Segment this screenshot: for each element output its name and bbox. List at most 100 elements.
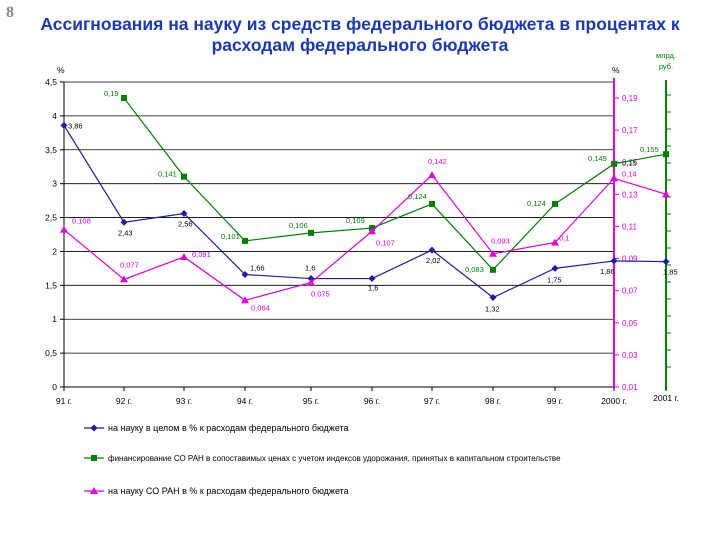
- legend-marker: [91, 455, 97, 461]
- series-point: [120, 275, 128, 283]
- right-axis-tick-label: 0,13: [622, 190, 638, 199]
- series-point: [490, 266, 496, 273]
- series-point: [611, 160, 617, 167]
- right-axis-tick-label: 0,09: [622, 255, 638, 264]
- series-point: [610, 257, 618, 265]
- chart-title-line1: Ассигнования на науку из средств федерал…: [40, 14, 680, 34]
- slide-number: 8: [6, 4, 14, 21]
- series-point: [308, 229, 314, 236]
- series-line: [63, 125, 667, 299]
- data-label: 1,6: [368, 284, 378, 293]
- data-label: 0,15: [622, 159, 637, 168]
- series-point: [429, 200, 435, 207]
- data-label: 1,85: [663, 268, 678, 277]
- data-label: 0,124: [408, 192, 427, 201]
- data-label: 0,093: [491, 237, 510, 246]
- data-label: 0,14: [622, 169, 637, 178]
- series-point: [307, 278, 315, 286]
- series-point: [489, 249, 497, 257]
- series-point: [241, 296, 249, 304]
- left-axis-tick-label: 4,5: [45, 77, 57, 87]
- right-axis-tick-label: 0,07: [622, 287, 638, 296]
- series-point: [610, 174, 618, 182]
- right-axis-2-unit-line1: млрд.: [656, 51, 676, 60]
- x-axis-tick-label: 93 г.: [176, 396, 192, 406]
- data-label: 0,108: [72, 217, 91, 226]
- series-point: [489, 294, 497, 302]
- data-label: 1,32: [485, 305, 500, 314]
- legend-label: на науку в целом в % к расходам федераль…: [108, 423, 349, 433]
- x-axis-tick-label: 91 г.: [56, 396, 72, 406]
- data-label: 0,107: [376, 238, 395, 247]
- left-axis-tick-label: 1: [52, 314, 57, 324]
- right-axis-tick-label: 0,15: [622, 158, 638, 167]
- right-axis-tick-label: 0,17: [622, 126, 638, 135]
- series-point: [181, 173, 187, 180]
- left-axis-tick-label: 4: [52, 111, 57, 121]
- left-axis-tick-label: 2: [52, 246, 57, 256]
- x-axis-tick-label: 2000 г.: [601, 396, 627, 406]
- data-label: 0,064: [251, 303, 270, 312]
- legend-marker: [90, 487, 98, 494]
- data-label: 0,155: [640, 145, 659, 154]
- series-point: [180, 209, 188, 217]
- data-label: 2,43: [118, 228, 133, 237]
- left-axis-tick-label: 2,5: [45, 213, 57, 223]
- data-label: 1,6: [305, 264, 315, 273]
- series-point: [551, 238, 559, 246]
- right-axis-tick-label: 0,01: [622, 383, 638, 392]
- x-axis-tick-label: 98 г.: [485, 396, 501, 406]
- legend-label: финансирование СО РАН в сопоставимых цен…: [108, 454, 561, 463]
- series-point: [428, 246, 436, 254]
- series-point: [551, 264, 559, 272]
- series-line: [123, 97, 667, 271]
- x-axis-tick-label: 97 г.: [424, 396, 440, 406]
- left-axis-tick-label: 1,5: [45, 280, 57, 290]
- data-label: 0,077: [120, 260, 139, 269]
- series-point: [60, 225, 68, 233]
- series-line: [63, 174, 667, 301]
- data-label: 0,142: [428, 157, 447, 166]
- left-axis-tick-label: 3: [52, 179, 57, 189]
- series-point: [180, 252, 188, 260]
- data-label: 2,56: [178, 219, 193, 228]
- data-label: 0,109: [346, 216, 365, 225]
- right-axis-2-unit-line2: руб.: [659, 62, 673, 71]
- series-point: [662, 190, 670, 198]
- data-label: 0,1: [559, 234, 569, 243]
- right-axis-tick-label: 0,03: [622, 351, 638, 360]
- series-point: [307, 275, 315, 283]
- chart-title-line2: расходам федерального бюджета: [211, 35, 509, 55]
- data-label: 1,86: [600, 267, 615, 276]
- data-label: 1,75: [547, 275, 562, 284]
- series-point: [241, 270, 249, 278]
- x-axis-tick-label: 92 г.: [116, 396, 132, 406]
- right-axis-tick-label: 0,05: [622, 319, 638, 328]
- data-label: 0,083: [465, 265, 484, 274]
- data-label: 2,02: [426, 256, 441, 265]
- series-point: [662, 258, 670, 266]
- data-label: 1,66: [250, 263, 265, 272]
- series-point: [428, 171, 436, 179]
- series-point: [552, 200, 558, 207]
- x-axis-tick-label: 96 г.: [364, 396, 380, 406]
- data-label: 0,149: [588, 154, 607, 163]
- series-point: [242, 237, 248, 244]
- legend-marker: [90, 424, 98, 432]
- series-point: [120, 218, 128, 226]
- x-axis-tick-label: 2001 г.: [653, 393, 679, 403]
- right-axis-unit: %: [612, 65, 620, 75]
- data-label: 0,141: [158, 170, 177, 179]
- series-point: [121, 95, 127, 101]
- x-axis-tick-label: 99 г.: [547, 396, 563, 406]
- x-axis-tick-label: 94 г.: [237, 396, 253, 406]
- data-label: 0,106: [289, 221, 308, 230]
- data-label: 0,19: [104, 89, 119, 98]
- series-point: [368, 227, 376, 235]
- data-label: 0,124: [527, 199, 546, 208]
- left-axis-unit: %: [57, 65, 65, 75]
- left-axis-tick-label: 3,5: [45, 145, 57, 155]
- data-label: 0,091: [192, 250, 211, 259]
- series-point: [663, 151, 669, 158]
